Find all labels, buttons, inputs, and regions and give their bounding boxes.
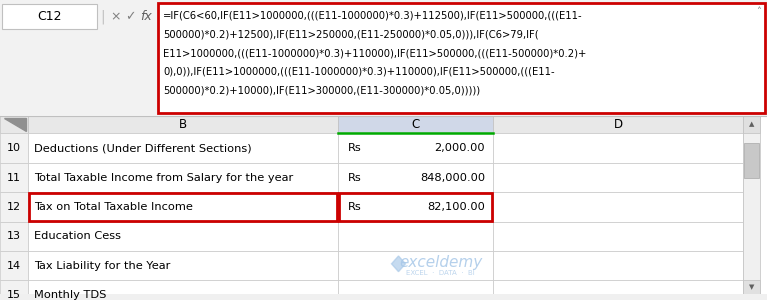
Polygon shape [391,256,406,272]
Text: fx: fx [140,10,152,23]
Bar [28,163,338,192]
Text: Education Cess: Education Cess [34,231,121,242]
Text: 848,000.00: 848,000.00 [420,172,485,182]
Bar [0,280,28,300]
Text: =IF(C6<60,IF(E11>1000000,(((E11-1000000)*0.3)+112500),IF(E11>500000,(((E11-: =IF(C6<60,IF(E11>1000000,(((E11-1000000)… [163,11,583,21]
Bar [28,192,338,222]
Bar [338,116,493,134]
Text: EXCEL  ·  DATA  ·  BI: EXCEL · DATA · BI [406,270,475,276]
Text: 2,000.00: 2,000.00 [434,143,485,153]
Text: Rs: Rs [348,143,362,153]
Text: ▲: ▲ [749,122,754,128]
Text: exceldemy: exceldemy [399,255,482,270]
Text: 10: 10 [7,143,21,153]
Bar [338,192,493,222]
Text: C12: C12 [38,10,62,23]
Bar [28,134,338,163]
Bar [493,192,743,222]
Bar [338,251,493,280]
Bar [0,163,28,192]
Text: ×: × [110,10,121,23]
Bar [28,251,338,280]
Bar [29,193,337,221]
Bar [493,222,743,251]
Text: Tax on Total Taxable Income: Tax on Total Taxable Income [34,202,193,212]
Bar [0,116,28,134]
Bar [743,116,760,134]
Text: 0),0)),IF(E11>1000000,(((E11-1000000)*0.3)+110000),IF(E11>500000,(((E11-: 0),0)),IF(E11>1000000,(((E11-1000000)*0.… [163,67,555,77]
Text: Total Taxable Income from Salary for the year: Total Taxable Income from Salary for the… [34,172,293,182]
Bar [493,116,743,134]
Text: ✓: ✓ [125,10,135,23]
Bar [493,134,743,163]
Bar [338,134,493,163]
Text: E11>1000000,(((E11-1000000)*0.3)+110000),IF(E11>500000,(((E11-500000)*0.2)+: E11>1000000,(((E11-1000000)*0.3)+110000)… [163,48,587,58]
Bar [0,134,28,163]
Text: ▼: ▼ [749,284,754,290]
Text: D: D [614,118,623,131]
Text: Deductions (Under Different Sections): Deductions (Under Different Sections) [34,143,252,153]
Bar [28,222,338,251]
Text: C: C [411,118,420,131]
Bar [28,116,338,134]
Text: ˄: ˄ [756,7,762,17]
Text: 14: 14 [7,261,21,271]
Text: |: | [100,9,105,24]
Text: B: B [179,118,187,131]
Bar [2,4,97,29]
Text: 13: 13 [7,231,21,242]
Bar [28,280,338,300]
Bar [0,251,28,280]
Polygon shape [4,118,26,131]
Text: 82,100.00: 82,100.00 [427,202,485,212]
Text: 11: 11 [7,172,21,182]
Text: 12: 12 [7,202,21,212]
Bar [493,163,743,192]
Text: Tax Liability for the Year: Tax Liability for the Year [34,261,170,271]
Bar [0,116,767,294]
Text: Rs: Rs [348,172,362,182]
Bar [493,251,743,280]
Bar [338,163,493,192]
Bar [0,222,28,251]
Bar [0,0,767,116]
Bar [339,193,492,221]
Bar [744,143,759,178]
Bar [493,280,743,300]
Bar [338,222,493,251]
Bar [743,280,760,294]
Bar [338,280,493,300]
Bar [158,3,765,113]
Text: Monthly TDS: Monthly TDS [34,290,107,300]
Text: 500000)*0.2)+10000),IF(E11>300000,(E11-300000)*0.05,0))))): 500000)*0.2)+10000),IF(E11>300000,(E11-3… [163,85,480,95]
Bar [743,116,760,294]
Text: 500000)*0.2)+12500),IF(E11>250000,(E11-250000)*0.05,0))),IF(C6>79,IF(: 500000)*0.2)+12500),IF(E11>250000,(E11-2… [163,29,538,39]
Text: Rs: Rs [348,202,362,212]
Bar [0,192,28,222]
Text: 15: 15 [7,290,21,300]
